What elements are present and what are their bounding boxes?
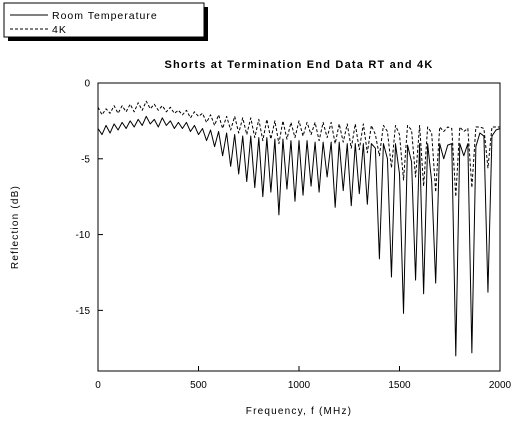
series-line-0	[97, 115, 501, 357]
x-tick-label: 2000	[489, 380, 512, 391]
y-tick-label: 0	[84, 79, 90, 90]
chart-title: Shorts at Termination End Data RT and 4K	[164, 59, 433, 71]
y-tick-label: -15	[76, 306, 91, 317]
series-layer	[97, 100, 501, 357]
legend-label-series-0: Room Temperature	[52, 10, 158, 22]
x-axis: 0 500 1000 1500 2000	[95, 366, 512, 391]
x-tick-label: 500	[190, 380, 207, 391]
y-tick-label: -5	[81, 154, 90, 165]
y-tick-label: -10	[76, 230, 91, 241]
x-tick-label: 1500	[388, 380, 411, 391]
x-tick-label: 0	[95, 380, 101, 391]
y-axis-label: Reflection (dB)	[10, 185, 21, 269]
legend-label-series-1: 4K	[52, 24, 67, 36]
legend-box	[3, 2, 205, 38]
y-axis: 0 -5 -10 -15	[76, 79, 103, 317]
legend: Room Temperature 4K	[3, 2, 208, 41]
x-axis-label: Frequency, f (MHz)	[246, 406, 352, 417]
series-line-1	[97, 100, 500, 198]
x-tick-label: 1000	[288, 380, 311, 391]
